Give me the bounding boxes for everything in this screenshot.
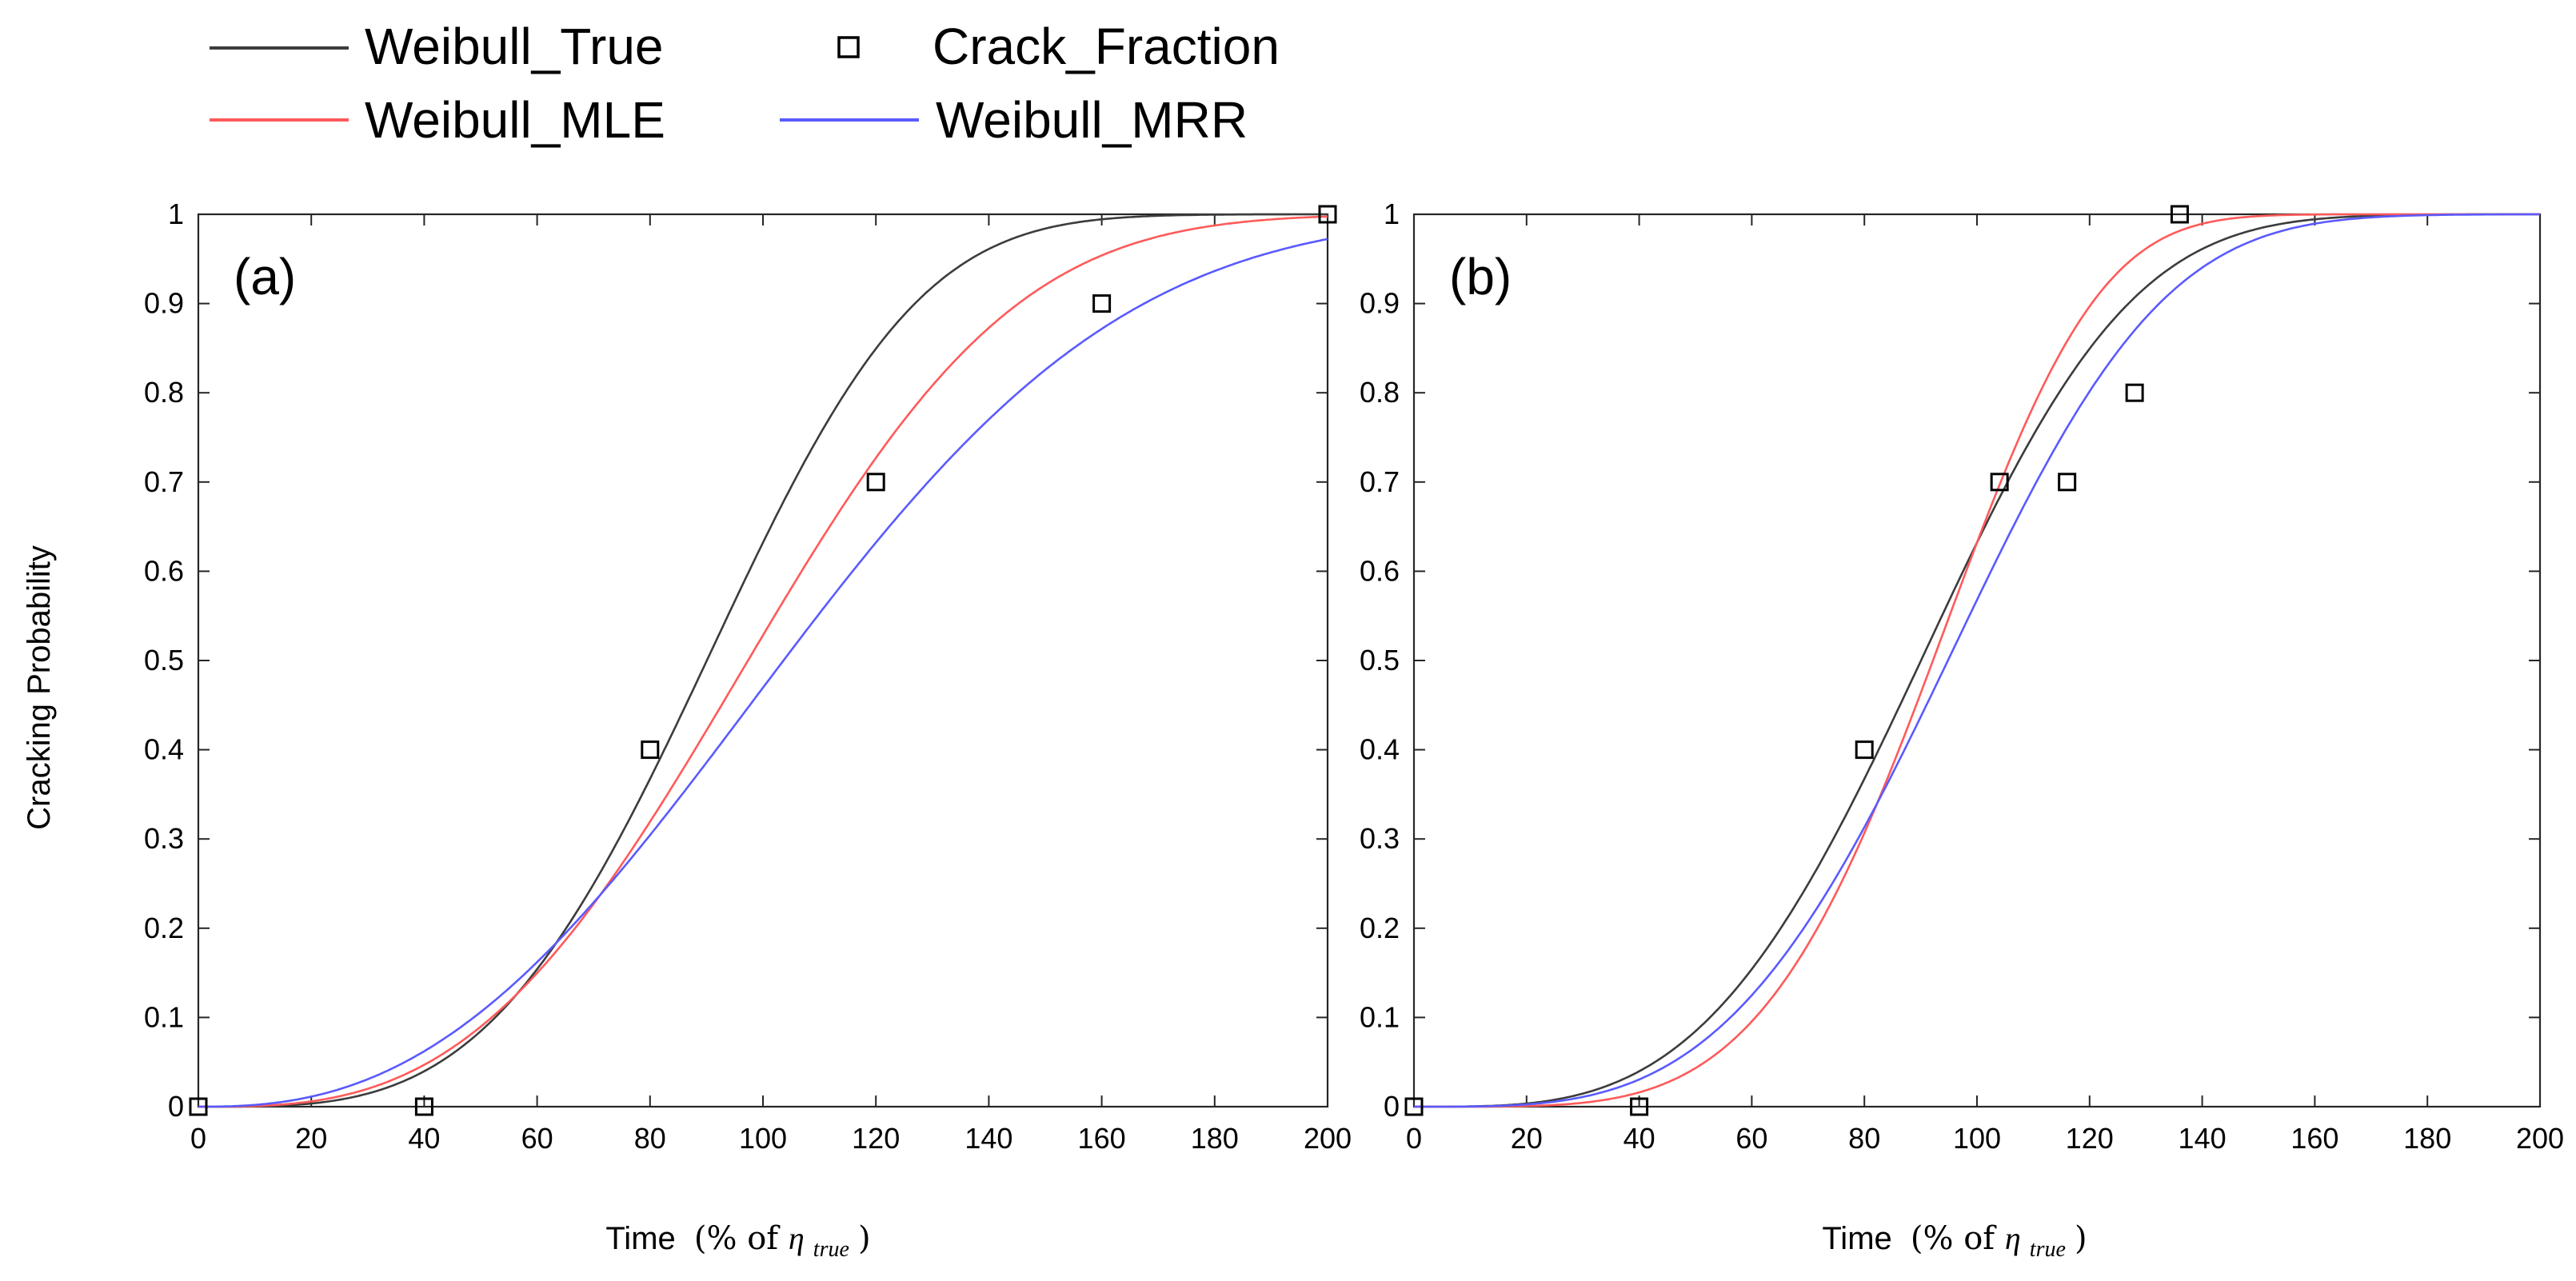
x-axis-label-eta-sub: true: [2030, 1237, 2066, 1262]
series-line-weibull-mrr: [198, 237, 1328, 1108]
series-line-weibull-mle: [198, 215, 1328, 1108]
x-tick-label: 140: [2179, 1122, 2227, 1155]
y-tick-label: 0.8: [144, 376, 184, 409]
legend-marker-crack-fraction: [837, 36, 860, 58]
crack-fraction-point: [1630, 1097, 1649, 1116]
y-tick-label: 0.9: [144, 287, 184, 320]
x-axis-label-eta: η: [789, 1220, 805, 1256]
y-tick-label: 0.2: [144, 912, 184, 944]
x-axis-label-b: Time (% of η true ): [1822, 1220, 2087, 1263]
x-axis-label-paren-open: (% of: [694, 1220, 789, 1257]
legend-label-crack-fraction: Crack_Fraction: [933, 18, 1280, 75]
y-tick-label: 0.5: [1360, 644, 1400, 676]
x-tick-label: 140: [965, 1122, 1012, 1155]
y-tick-label: 0.7: [1360, 465, 1400, 498]
x-axis-label-paren-close: ): [858, 1220, 871, 1257]
x-axis-label-a: Time (% of η true ): [605, 1220, 870, 1263]
y-tick-label: 0: [168, 1090, 184, 1123]
y-tick-label: 0.5: [144, 644, 184, 676]
crack-fraction-point: [2125, 383, 2144, 402]
x-tick-label: 180: [1191, 1122, 1239, 1155]
crack-fraction-point: [1404, 1097, 1424, 1116]
y-tick-label: 0: [1384, 1090, 1400, 1123]
panel-label: (a): [234, 248, 296, 305]
y-tick-label: 0.9: [1360, 287, 1400, 320]
x-tick-label: 200: [1304, 1122, 1352, 1155]
x-axis-label-prefix: Time: [605, 1221, 675, 1256]
y-tick-label: 1: [168, 198, 184, 230]
legend-label-weibull-mrr: Weibull_MRR: [936, 91, 1248, 149]
y-tick-label: 0.7: [144, 465, 184, 498]
crack-fraction-point: [2058, 473, 2077, 492]
crack-fraction-point: [641, 740, 660, 760]
y-tick-label: 0.3: [1360, 822, 1400, 855]
legend: Weibull_True Crack_Fraction Weibull_MLE …: [210, 18, 1280, 149]
series-line-weibull-mle: [1414, 213, 2540, 1108]
panel-b: 0 20 40 60 80 100 120 140 160 180 200 0 0.1 0.2 0.3 0.4…: [1360, 198, 2564, 1155]
y-tick-label: 0.4: [144, 733, 184, 766]
x-tick-label: 100: [739, 1122, 787, 1155]
y-tick-label: 0.1: [144, 1000, 184, 1033]
x-tick-label: 40: [408, 1122, 440, 1155]
y-tick-label: 0.2: [1360, 912, 1400, 944]
x-tick-label: 80: [634, 1122, 666, 1155]
crack-fraction-point: [1855, 740, 1874, 760]
y-tick-label: 1: [1384, 198, 1400, 230]
x-tick-label: 20: [295, 1122, 327, 1155]
x-tick-label: 60: [1735, 1122, 1767, 1155]
x-tick-label: 200: [2516, 1122, 2564, 1155]
crack-fraction-point: [1990, 473, 2009, 492]
series-line-weibull-mrr: [1414, 213, 2540, 1108]
series-line-weibull-true: [1414, 213, 2540, 1108]
x-tick-label: 160: [1078, 1122, 1126, 1155]
crack-fraction-point: [1092, 294, 1112, 313]
crack-fraction-point: [414, 1097, 433, 1116]
legend-label-weibull-true: Weibull_True: [365, 18, 664, 75]
y-tick-label: 0.8: [1360, 376, 1400, 409]
x-tick-label: 0: [190, 1122, 206, 1155]
x-tick-label: 0: [1406, 1122, 1422, 1155]
x-tick-label: 160: [2290, 1122, 2338, 1155]
crack-fraction-point: [2170, 205, 2189, 224]
x-tick-label: 120: [2066, 1122, 2114, 1155]
crack-fraction-point: [1318, 205, 1337, 224]
axes-frame: [197, 213, 1329, 1108]
series-line-weibull-true: [198, 213, 1328, 1108]
panel-a: 0 20 40 60 80 100 120 140 160 180 200 0 0.1 0.2 0.3 0.4…: [144, 198, 1352, 1155]
x-tick-label: 100: [1953, 1122, 2001, 1155]
x-tick-label: 40: [1623, 1122, 1655, 1155]
x-axis-label-eta: η: [2005, 1220, 2021, 1256]
crack-fraction-point: [189, 1097, 208, 1116]
y-tick-label: 0.3: [144, 822, 184, 855]
x-tick-label: 180: [2403, 1122, 2451, 1155]
x-axis-label-prefix: Time: [1822, 1221, 1891, 1256]
x-tick-label: 120: [852, 1122, 900, 1155]
x-axis-label-eta-sub: true: [813, 1237, 849, 1262]
y-tick-label: 0.6: [144, 554, 184, 587]
x-tick-label: 80: [1848, 1122, 1880, 1155]
y-axis-label: Cracking Probability: [22, 545, 57, 830]
axes-frame: [1412, 213, 2542, 1108]
crack-fraction-point: [866, 473, 885, 492]
y-tick-label: 0.1: [1360, 1000, 1400, 1033]
x-tick-label: 20: [1511, 1122, 1543, 1155]
x-axis-label-paren-close: ): [2075, 1220, 2087, 1257]
legend-label-weibull-mle: Weibull_MLE: [365, 91, 665, 149]
y-tick-label: 0.6: [1360, 554, 1400, 587]
x-tick-label: 60: [521, 1122, 553, 1155]
y-tick-label: 0.4: [1360, 733, 1400, 766]
panel-label: (b): [1449, 248, 1512, 305]
x-axis-label-paren-open: (% of: [1911, 1220, 2005, 1257]
